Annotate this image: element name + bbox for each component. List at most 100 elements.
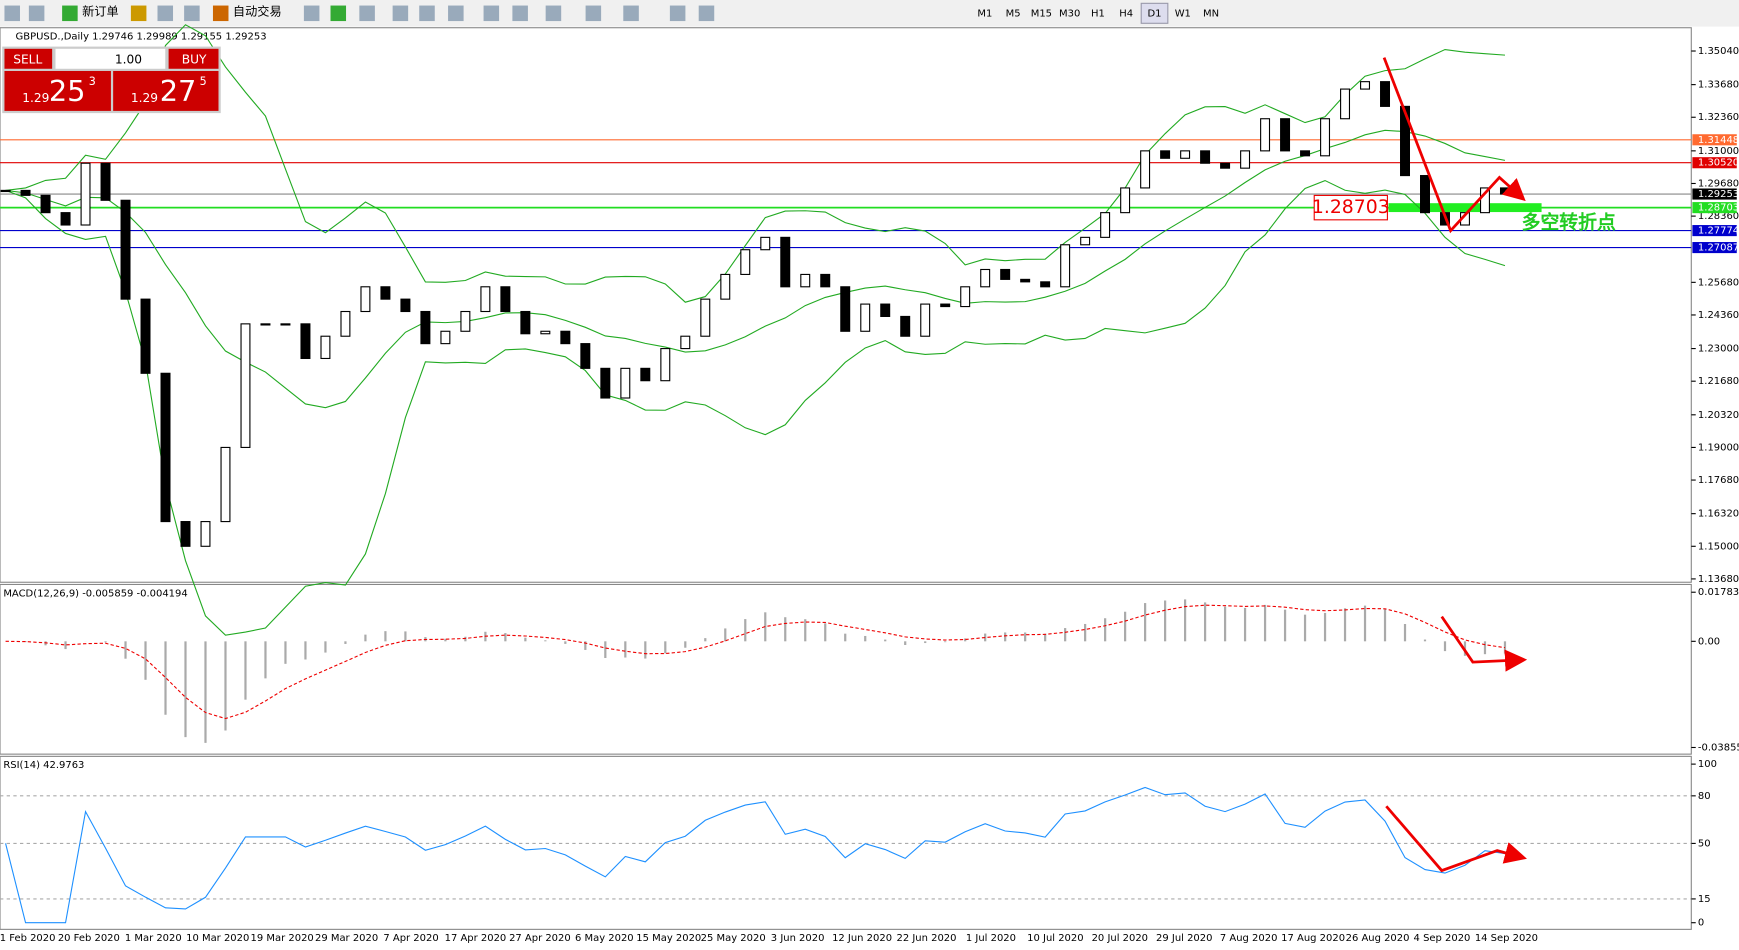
candle bbox=[740, 249, 751, 275]
candle bbox=[180, 521, 191, 547]
x-tick-label: 25 May 2020 bbox=[701, 933, 766, 944]
sell-button[interactable] bbox=[4, 48, 53, 69]
timeframe-button[interactable]: W1 bbox=[1175, 8, 1191, 19]
candle bbox=[1000, 268, 1011, 280]
lot-size[interactable]: 1.00 bbox=[115, 52, 142, 66]
x-tick-label: 29 Jul 2020 bbox=[1156, 933, 1212, 944]
auto-trading[interactable]: 自动交易 bbox=[233, 4, 282, 19]
x-tick-label: 26 Aug 2020 bbox=[1346, 933, 1410, 944]
x-tick-label: 27 Apr 2020 bbox=[509, 933, 571, 944]
candle bbox=[720, 273, 731, 300]
candle bbox=[840, 286, 851, 332]
candle bbox=[940, 303, 951, 308]
buy-label[interactable]: BUY bbox=[182, 52, 207, 66]
candle bbox=[1100, 212, 1111, 238]
ask-prefix: 1.29 bbox=[131, 91, 158, 105]
chart-title: GBPUSD.,Daily 1.29746 1.29989 1.29155 1.… bbox=[16, 32, 267, 43]
bid-big: 25 bbox=[49, 74, 86, 108]
candle bbox=[400, 298, 411, 313]
candle bbox=[100, 162, 111, 201]
candle bbox=[40, 194, 51, 214]
x-tick-label: 10 Mar 2020 bbox=[186, 933, 249, 944]
x-tick-label: 15 May 2020 bbox=[636, 933, 701, 944]
rsi-title: RSI(14) 42.9763 bbox=[3, 760, 84, 771]
level-label: 1.30520 bbox=[1698, 158, 1739, 169]
macd-tick-label: 0.017833 bbox=[1698, 587, 1739, 598]
price-box bbox=[1313, 194, 1388, 221]
bollinger-band bbox=[5, 24, 1506, 303]
candle bbox=[160, 372, 171, 523]
bid-prefix: 1.29 bbox=[22, 91, 49, 105]
macd-title: MACD(12,26,9) -0.005859 -0.004194 bbox=[3, 588, 187, 599]
y-tick-label: 1.33680 bbox=[1698, 80, 1739, 91]
y-tick-label: 1.35040 bbox=[1698, 46, 1739, 57]
trade-panel: SELL BUY 1.00 1.29 25 3 1.29 27 5 bbox=[2, 46, 221, 114]
y-tick-label: 1.20320 bbox=[1698, 410, 1739, 421]
candle bbox=[600, 367, 611, 399]
candle bbox=[1499, 187, 1510, 195]
candle bbox=[1320, 118, 1331, 157]
candle bbox=[860, 303, 871, 332]
x-tick-label: 22 Jun 2020 bbox=[897, 933, 957, 944]
rsi-tick-label: 100 bbox=[1698, 759, 1717, 770]
y-tick-label: 1.23000 bbox=[1698, 344, 1739, 355]
ask-sup: 5 bbox=[200, 75, 207, 88]
price-box-label: 1.28703 bbox=[1312, 197, 1390, 218]
level-label: 1.29253 bbox=[1698, 189, 1739, 200]
sell-label[interactable]: SELL bbox=[13, 52, 42, 66]
level-tag bbox=[1692, 134, 1737, 146]
candle bbox=[1340, 88, 1351, 120]
candle bbox=[1180, 150, 1191, 159]
x-tick-label: 3 Jun 2020 bbox=[771, 933, 825, 944]
candle bbox=[280, 323, 291, 326]
y-tick-label: 1.21680 bbox=[1698, 376, 1739, 387]
candle bbox=[260, 323, 271, 326]
timeframe-button[interactable]: H1 bbox=[1091, 8, 1105, 19]
timeframe-button[interactable]: M1 bbox=[977, 8, 992, 19]
candle bbox=[380, 286, 391, 300]
x-tick-label: 7 Apr 2020 bbox=[383, 933, 438, 944]
candle bbox=[1479, 187, 1490, 214]
y-tick-label: 1.25680 bbox=[1698, 277, 1739, 288]
toolbar-icons bbox=[4, 5, 715, 22]
new-order[interactable]: 新订单 bbox=[82, 4, 119, 19]
support-zone bbox=[1388, 203, 1542, 213]
timeframe-button[interactable]: M30 bbox=[1059, 8, 1080, 19]
macd-panel bbox=[0, 583, 1692, 755]
level-label: 1.31448 bbox=[1698, 135, 1739, 146]
timeframe-button[interactable]: D1 bbox=[1148, 8, 1162, 19]
candle bbox=[340, 310, 351, 337]
candle bbox=[80, 162, 91, 226]
candle bbox=[800, 273, 811, 288]
rsi-tick-label: 15 bbox=[1698, 894, 1711, 905]
timeframe-button[interactable]: M5 bbox=[1006, 8, 1021, 19]
timeframe-button[interactable]: MN bbox=[1203, 8, 1219, 19]
candle bbox=[200, 521, 211, 547]
candle bbox=[660, 348, 671, 382]
level-tag bbox=[1692, 188, 1737, 200]
candle bbox=[700, 298, 711, 337]
candle bbox=[760, 236, 771, 251]
candle bbox=[1300, 150, 1311, 157]
ask-big: 27 bbox=[160, 74, 197, 108]
candle bbox=[980, 268, 991, 288]
macd-signal bbox=[5, 604, 1506, 720]
level-label: 1.27774 bbox=[1698, 226, 1739, 237]
candle bbox=[1060, 244, 1071, 288]
y-tick-label: 1.24360 bbox=[1698, 310, 1739, 321]
buy-button[interactable] bbox=[168, 48, 219, 69]
y-tick-label: 1.16320 bbox=[1698, 509, 1739, 520]
y-tick-label: 1.28360 bbox=[1698, 211, 1739, 222]
x-tick-label: 20 Jul 2020 bbox=[1092, 933, 1148, 944]
bollinger-band bbox=[5, 179, 1506, 636]
timeframe-button[interactable]: H4 bbox=[1119, 8, 1133, 19]
candle bbox=[60, 212, 71, 226]
candle bbox=[0, 189, 11, 193]
level-tag bbox=[1692, 157, 1737, 169]
macd-tick-label: 0.00 bbox=[1698, 636, 1720, 647]
x-tick-label: 7 Aug 2020 bbox=[1220, 933, 1278, 944]
timeframe-button[interactable]: M15 bbox=[1031, 8, 1052, 19]
candle bbox=[580, 343, 591, 369]
candle bbox=[1240, 150, 1251, 169]
x-tick-label: 12 Jun 2020 bbox=[832, 933, 892, 944]
